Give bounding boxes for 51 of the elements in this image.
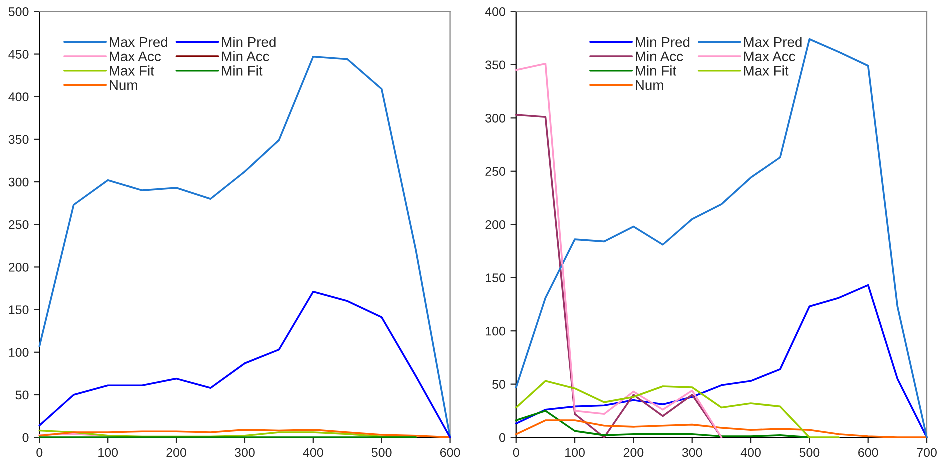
legend-label: Max Acc xyxy=(110,52,162,62)
legend-label: Num xyxy=(110,80,138,90)
x-tick-label: 300 xyxy=(682,448,702,458)
x-tick-label: 500 xyxy=(372,448,392,458)
y-tick-label: 150 xyxy=(486,274,506,283)
y-tick-label: 0 xyxy=(22,433,29,442)
legend-label: Max Pred xyxy=(744,36,802,48)
legend-label: Max Fit xyxy=(744,66,789,76)
y-tick-label: 0 xyxy=(499,433,506,442)
y-tick-label: 400 xyxy=(485,8,506,16)
y-tick-label: 100 xyxy=(486,326,506,336)
line-series xyxy=(515,380,840,438)
y-tick-label: 450 xyxy=(8,50,29,59)
y-tick-label: 300 xyxy=(8,178,29,187)
legend-label: Num xyxy=(636,80,664,90)
legend-label: Min Acc xyxy=(636,51,684,62)
x-tick-label: 400 xyxy=(303,448,324,458)
legend-label: Min Acc xyxy=(222,51,270,62)
y-tick-label: 250 xyxy=(9,220,29,230)
y-tick-label: 100 xyxy=(9,348,29,358)
legend-label: Max Fit xyxy=(110,66,154,76)
y-tick-label: 300 xyxy=(486,114,506,123)
x-tick-label: 0 xyxy=(36,448,43,458)
x-tick-label: 400 xyxy=(740,448,761,458)
x-tick-label: 600 xyxy=(440,448,460,458)
y-tick-label: 350 xyxy=(8,135,29,144)
x-tick-label: 700 xyxy=(917,448,937,458)
y-tick-label: 200 xyxy=(9,263,29,272)
y-tick-label: 500 xyxy=(8,8,29,16)
legend-label: Min Pred xyxy=(636,36,690,48)
x-tick-label: 100 xyxy=(566,448,585,458)
legend-label: Min Fit xyxy=(636,66,676,76)
x-tick-label: 200 xyxy=(624,448,644,458)
x-tick-label: 0 xyxy=(513,448,520,458)
legend-label: Min Fit xyxy=(222,66,263,76)
y-tick-label: 350 xyxy=(486,60,506,70)
x-tick-label: 300 xyxy=(235,448,255,458)
y-tick-label: 250 xyxy=(486,167,506,176)
y-tick-label: 200 xyxy=(486,220,506,230)
y-tick-label: 400 xyxy=(8,92,29,102)
legend-label: Max Pred xyxy=(110,36,168,48)
x-tick-label: 600 xyxy=(858,448,878,458)
legend-label: Max Acc xyxy=(744,52,796,62)
legend-label: Min Pred xyxy=(222,36,276,48)
y-tick-label: 150 xyxy=(9,306,29,314)
y-tick-label: 50 xyxy=(16,390,29,400)
x-tick-label: 500 xyxy=(800,448,820,458)
x-tick-label: 200 xyxy=(166,448,186,458)
x-tick-label: 100 xyxy=(98,448,118,458)
y-tick-label: 50 xyxy=(492,380,506,389)
line-series xyxy=(515,410,811,438)
